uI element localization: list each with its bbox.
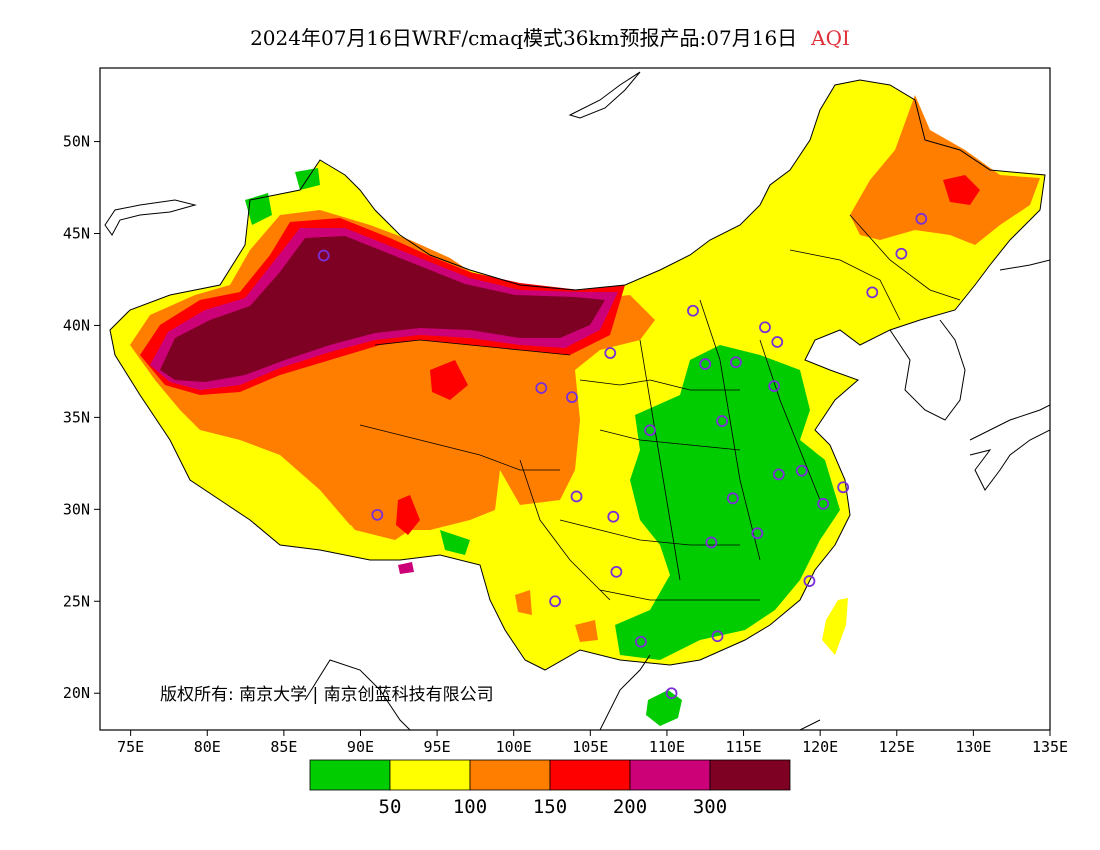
city-markers — [317, 212, 928, 700]
qinghai-unhealthy-patch — [430, 360, 468, 400]
legend-swatch — [389, 759, 471, 791]
city-marker — [644, 424, 656, 437]
korea-japan-coast — [889, 259, 1050, 491]
city-marker — [317, 249, 330, 262]
color-legend: 50 100 150 200 300 — [309, 759, 791, 818]
city-marker — [699, 358, 712, 370]
city-marker — [837, 481, 850, 494]
y-tick-label: 50N — [63, 133, 90, 151]
city-marker — [768, 380, 781, 393]
russia-border — [104, 71, 641, 236]
map-title: 2024年07月16日WRF/cmaq模式36km预报产品:07月16日 AQI — [0, 22, 1100, 51]
city-marker — [549, 595, 561, 608]
city-marker — [771, 336, 784, 348]
x-tick-label: 85E — [270, 738, 297, 756]
city-marker — [705, 536, 718, 549]
y-tick-label: 35N — [63, 408, 90, 426]
y-tick-label: 45N — [63, 225, 90, 243]
city-marker — [759, 321, 771, 334]
tibet-unhealthy-patch — [396, 495, 420, 535]
city-marker — [729, 356, 742, 369]
legend-swatch — [309, 759, 391, 791]
province-borders — [359, 214, 961, 601]
x-tick-label: 90E — [347, 738, 374, 756]
city-marker — [726, 492, 739, 505]
plot-frame — [99, 67, 1051, 731]
legend-swatch — [469, 759, 551, 791]
x-tick-label: 100E — [496, 738, 532, 756]
city-marker — [716, 415, 728, 427]
map-title-text: 2024年07月16日WRF/cmaq模式36km预报产品:07月16日 — [250, 26, 798, 50]
southeast-asia-coast — [304, 654, 821, 730]
copyright-text: 版权所有: 南京大学 | 南京创蓝科技有限公司 — [160, 685, 494, 705]
legend-tick-label: 300 — [693, 796, 727, 818]
city-marker — [711, 630, 724, 643]
taklimakan-hazardous — [160, 236, 605, 382]
x-tick-label: 75E — [117, 738, 144, 756]
city-marker — [895, 247, 908, 260]
x-tick-label: 135E — [1032, 738, 1068, 756]
x-tick-label: 105E — [572, 738, 608, 756]
x-tick-label: 120E — [802, 738, 838, 756]
city-marker — [665, 687, 678, 700]
city-marker — [535, 382, 548, 394]
city-marker — [607, 510, 620, 523]
central-south-good — [615, 345, 840, 660]
y-tick-label: 20N — [63, 684, 90, 702]
y-axis: 20N 25N 30N 35N 40N 45N 50N — [63, 133, 100, 702]
yunnan-good-patch — [440, 530, 470, 555]
guangxi-sensitive-patch — [575, 620, 598, 642]
y-tick-label: 40N — [63, 316, 90, 334]
variable-label: AQI — [811, 26, 850, 50]
city-marker — [795, 464, 808, 477]
city-marker — [751, 527, 764, 540]
x-tick-label: 80E — [194, 738, 221, 756]
legend-swatch — [709, 759, 791, 791]
legend-tick-label: 150 — [533, 796, 567, 818]
hainan-good — [646, 690, 682, 726]
x-tick-label: 95E — [424, 738, 451, 756]
city-marker — [803, 575, 816, 587]
x-tick-label: 125E — [879, 738, 915, 756]
taiwan-moderate — [822, 598, 848, 655]
city-marker — [604, 347, 617, 359]
x-tick-label: 115E — [725, 738, 761, 756]
china-outline — [109, 79, 1046, 671]
map-layers — [104, 71, 1050, 730]
x-tick-label: 130E — [955, 738, 991, 756]
city-marker — [687, 304, 699, 317]
legend-tick-label: 200 — [613, 796, 647, 818]
city-marker — [610, 565, 623, 578]
tibet-very-unhealthy-patch — [398, 562, 414, 574]
northeast-unhealthy — [943, 175, 980, 205]
legend-swatch — [549, 759, 631, 791]
city-marker — [817, 497, 830, 510]
y-tick-label: 25N — [63, 592, 90, 610]
south-sensitive-patch — [515, 590, 532, 615]
x-axis: 75E 80E 85E 90E 95E 100E 105E 110E 115E 120E 125E 1… — [117, 730, 1068, 756]
city-marker — [371, 508, 384, 521]
city-marker — [570, 490, 583, 503]
city-marker — [634, 635, 647, 648]
x-tick-label: 110E — [649, 738, 685, 756]
city-marker — [915, 212, 928, 225]
city-marker — [566, 391, 578, 404]
y-tick-label: 30N — [63, 500, 90, 518]
nw-good-patch — [245, 193, 272, 225]
city-marker — [772, 468, 785, 481]
northeast-sensitive — [850, 95, 1040, 245]
legend-tick-label: 50 — [379, 796, 402, 818]
city-marker — [866, 286, 879, 299]
legend-swatch — [629, 759, 711, 791]
legend-tick-label: 100 — [453, 796, 487, 818]
